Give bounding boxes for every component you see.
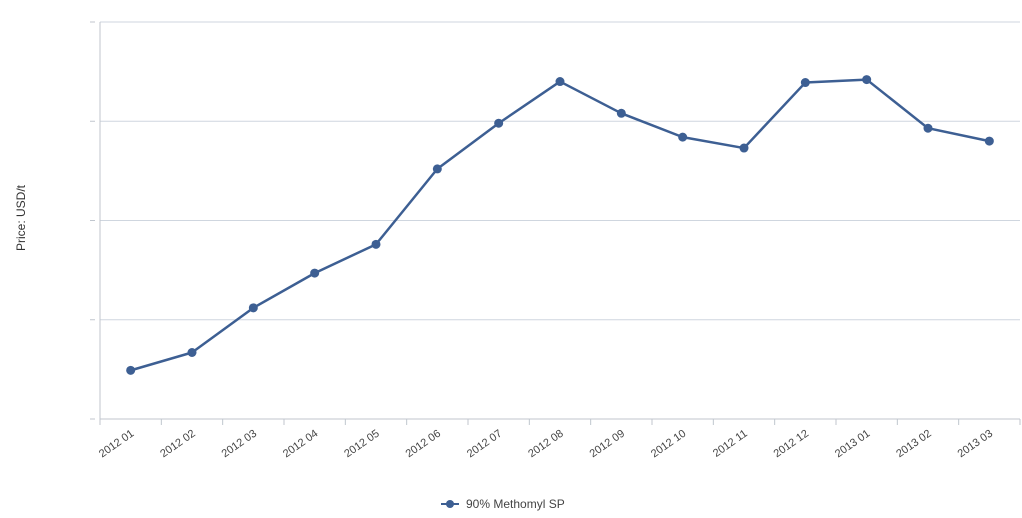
series-layer xyxy=(126,75,994,375)
legend-item-label: 90% Methomyl SP xyxy=(466,497,565,511)
data-point xyxy=(739,143,749,153)
x-tick-labels: 2012 01 2012 02 2012 03 2012 04 2012 05 2012 … xyxy=(97,428,995,461)
x-tick-label: 2012 02 xyxy=(158,428,197,461)
data-point xyxy=(310,268,320,278)
y-axis-label: Price: USD/t xyxy=(14,184,28,251)
series-line xyxy=(130,78,990,372)
x-tick-label: 2012 11 xyxy=(711,428,750,460)
x-tick-label: 2012 12 xyxy=(772,428,811,461)
legend-dot-marker xyxy=(446,500,454,508)
x-tick-label: 2012 01 xyxy=(97,428,136,461)
x-tick-label: 2012 06 xyxy=(404,428,443,461)
data-point xyxy=(494,118,504,128)
gridlines xyxy=(90,21,1020,420)
legend[interactable]: 90% Methomyl SP xyxy=(441,497,565,511)
data-point xyxy=(862,75,872,85)
x-tick-label: 2013 03 xyxy=(956,428,995,461)
data-point xyxy=(432,164,442,174)
data-point xyxy=(248,303,258,313)
x-tick-label: 2012 04 xyxy=(281,428,320,461)
data-point xyxy=(923,123,933,133)
data-point xyxy=(371,239,381,249)
x-tick-label: 2012 09 xyxy=(588,428,627,461)
data-point xyxy=(984,136,994,146)
x-tick-label: 2012 07 xyxy=(465,428,504,461)
x-tick-label: 2012 05 xyxy=(342,428,381,461)
data-point xyxy=(187,348,197,358)
data-point xyxy=(800,78,810,88)
x-tick-label: 2012 08 xyxy=(526,428,565,461)
x-tick-label: 2012 10 xyxy=(649,428,688,461)
data-point xyxy=(126,365,136,375)
x-tick-label: 2013 01 xyxy=(833,428,872,461)
data-point xyxy=(678,132,688,142)
axes xyxy=(99,22,1021,425)
x-tick-label: 2012 03 xyxy=(220,428,259,461)
x-tick-label: 2013 02 xyxy=(894,428,933,461)
data-point xyxy=(555,77,565,87)
data-point xyxy=(616,108,626,118)
